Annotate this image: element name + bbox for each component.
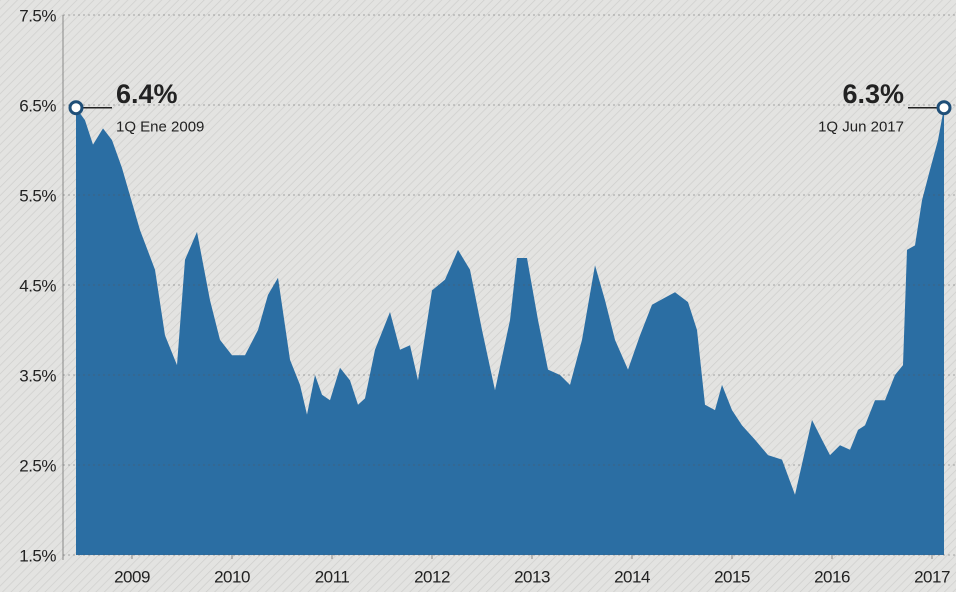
y-tick-label: 5.5% <box>19 186 56 205</box>
x-tick-label: 2016 <box>814 567 850 586</box>
endpoint-marker <box>936 100 952 116</box>
x-tick-label: 2009 <box>114 567 150 586</box>
x-tick-label: 2011 <box>315 567 350 586</box>
annotation-value: 6.3% <box>842 79 904 109</box>
x-tick-label: 2017 <box>914 567 950 586</box>
y-tick-label: 6.5% <box>19 96 56 115</box>
area <box>76 107 944 555</box>
y-tick-label: 2.5% <box>19 456 56 475</box>
annotation-date: 1Q Jun 2017 <box>818 119 904 136</box>
endpoint-marker <box>68 100 84 116</box>
x-tick-label: 2014 <box>614 567 650 586</box>
x-tick-label: 2015 <box>714 567 750 586</box>
y-tick-label: 4.5% <box>19 276 56 295</box>
annotation-value: 6.4% <box>116 79 178 109</box>
y-tick-label: 7.5% <box>19 6 56 25</box>
annotation-date: 1Q Ene 2009 <box>116 119 204 136</box>
y-tick-label: 1.5% <box>19 546 56 565</box>
x-tick-label: 2013 <box>514 567 550 586</box>
y-tick-label: 3.5% <box>19 366 56 385</box>
x-tick-label: 2010 <box>214 567 250 586</box>
x-tick-label: 2012 <box>414 567 450 586</box>
